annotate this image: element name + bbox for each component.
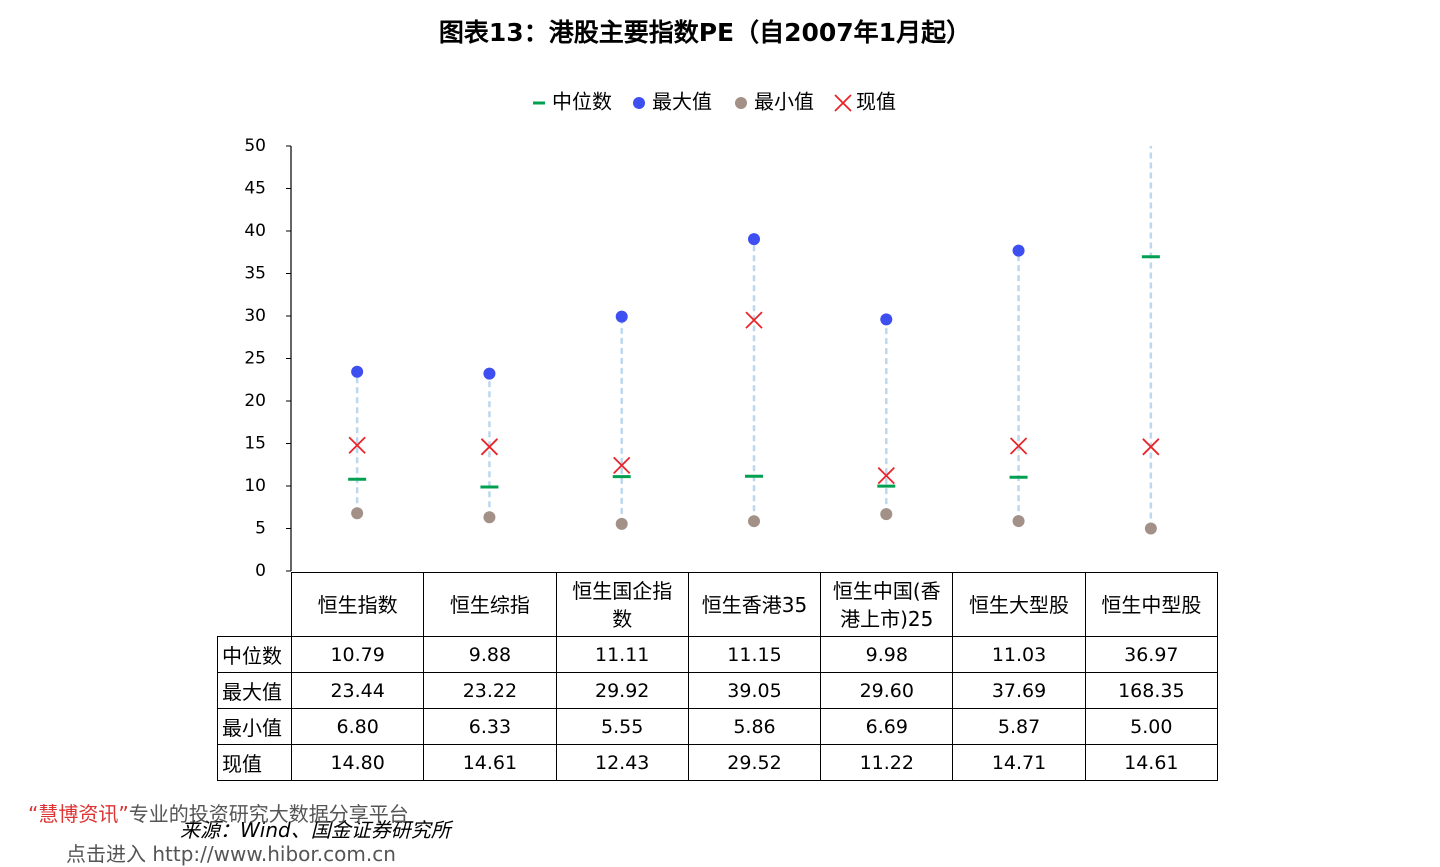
table-value: 29.92 [555,672,689,709]
slogan: 专业的投资研究大数据分享平台 [128,802,409,826]
point-circle [1012,244,1025,257]
y-tick-label: 10 [244,476,266,496]
table-value: 23.22 [423,672,557,709]
legend-label: 最小值 [754,90,814,114]
enter: 点击进入 [66,842,146,866]
y-tick-label: 40 [244,221,266,241]
watermark: “慧博资讯”专业的投资研究大数据分享平台 [28,798,409,827]
legend-marker [735,97,747,109]
x-tick-label: 恒生中国(香港上市)25 [820,572,954,637]
watermark-link: 点击进入 http://www.hibor.com.cn [66,838,396,867]
point-circle [1144,522,1157,535]
point-circle [615,517,628,530]
table-value: 14.61 [1084,744,1218,781]
y-tick-label: 20 [244,391,266,411]
table-value: 29.60 [820,672,954,709]
legend: 中位数 最大值 最小值 现值 [533,90,896,114]
table-value: 14.80 [290,744,425,781]
point-circle [351,507,364,520]
y-tick-label: 45 [244,179,266,199]
point-circle [483,511,496,524]
table-value: 6.80 [290,708,425,745]
y-tick-label: 35 [244,264,266,284]
x-tick-label: 恒生中型股 [1084,572,1218,637]
table-value: 29.52 [687,744,822,781]
legend-item: 现值 [834,90,896,114]
table-value: 5.55 [555,708,689,745]
table-value: 11.03 [952,636,1086,673]
row-header: 现值 [217,744,292,781]
point-x [1142,438,1160,456]
table-value: 14.61 [423,744,557,781]
table-value: 11.15 [687,636,822,673]
data-table: 恒生指数 恒生综指 恒生国企指数 恒生香港35 恒生中国(香港上市)25 恒生大型股 恒生中… [217,572,1218,781]
x-tick-label: 恒生香港35 [687,572,822,637]
table-value: 39.05 [687,672,822,709]
table-value: 11.11 [555,636,689,673]
legend-marker [834,94,852,112]
point-circle [351,365,364,378]
table-value: 9.98 [820,636,954,673]
x-tick-label: 恒生综指 [423,572,557,637]
table-value: 168.35 [1084,672,1218,709]
point-circle [1012,515,1025,528]
point-x [1009,437,1028,455]
row-header: 最大值 [217,672,292,709]
y-tick-label: 25 [244,349,266,369]
table-value: 14.71 [952,744,1086,781]
row-header: 中位数 [217,636,292,673]
legend-item: 最大值 [633,90,712,114]
table-value: 36.97 [1084,636,1218,673]
legend-marker [633,97,645,109]
table-value: 23.44 [290,672,425,709]
y-tick-label: 50 [244,136,266,156]
point-x [348,436,366,454]
x-tick-label: 恒生国企指数 [555,572,689,637]
table-value: 10.79 [290,636,425,673]
brand: “慧博资讯” [28,802,129,826]
point-circle [880,313,893,326]
table-value: 5.87 [952,708,1086,745]
legend-item: 最小值 [735,90,814,114]
point-circle [615,310,628,323]
chart-title: 图表13：港股主要指数PE（自2007年1月起） [439,18,971,47]
table-value: 5.86 [687,708,822,745]
x-tick-label: 恒生指数 [290,572,425,637]
point-circle [880,508,893,521]
table-value: 9.88 [423,636,557,673]
table-corner [217,572,292,637]
y-tick-label: 30 [244,306,266,326]
plot-area [348,146,1160,535]
url: http://www.hibor.com.cn [152,842,396,866]
point-circle [748,515,760,528]
y-tick-label: 0 [255,561,266,581]
point-x [613,456,631,474]
legend-label: 现值 [856,90,896,114]
legend-label: 最大值 [652,90,712,114]
point-x [745,311,763,329]
table-value: 6.33 [423,708,557,745]
table-value: 6.69 [820,708,954,745]
point-x [877,466,895,485]
table-value: 12.43 [555,744,689,781]
row-header: 最小值 [217,708,292,745]
point-circle [748,233,760,246]
legend-label: 中位数 [552,90,612,114]
point-x [480,438,499,456]
y-tick-label: 15 [244,434,266,454]
table-value: 5.00 [1084,708,1218,745]
legend-item: 中位数 [533,90,612,114]
y-tick-label: 5 [255,519,266,539]
x-tick-label: 恒生大型股 [952,572,1086,637]
table-value: 37.69 [952,672,1086,709]
source: 来源：Wind、国金证券研究所 [180,818,451,842]
table-value: 11.22 [820,744,954,781]
point-circle [483,367,496,380]
